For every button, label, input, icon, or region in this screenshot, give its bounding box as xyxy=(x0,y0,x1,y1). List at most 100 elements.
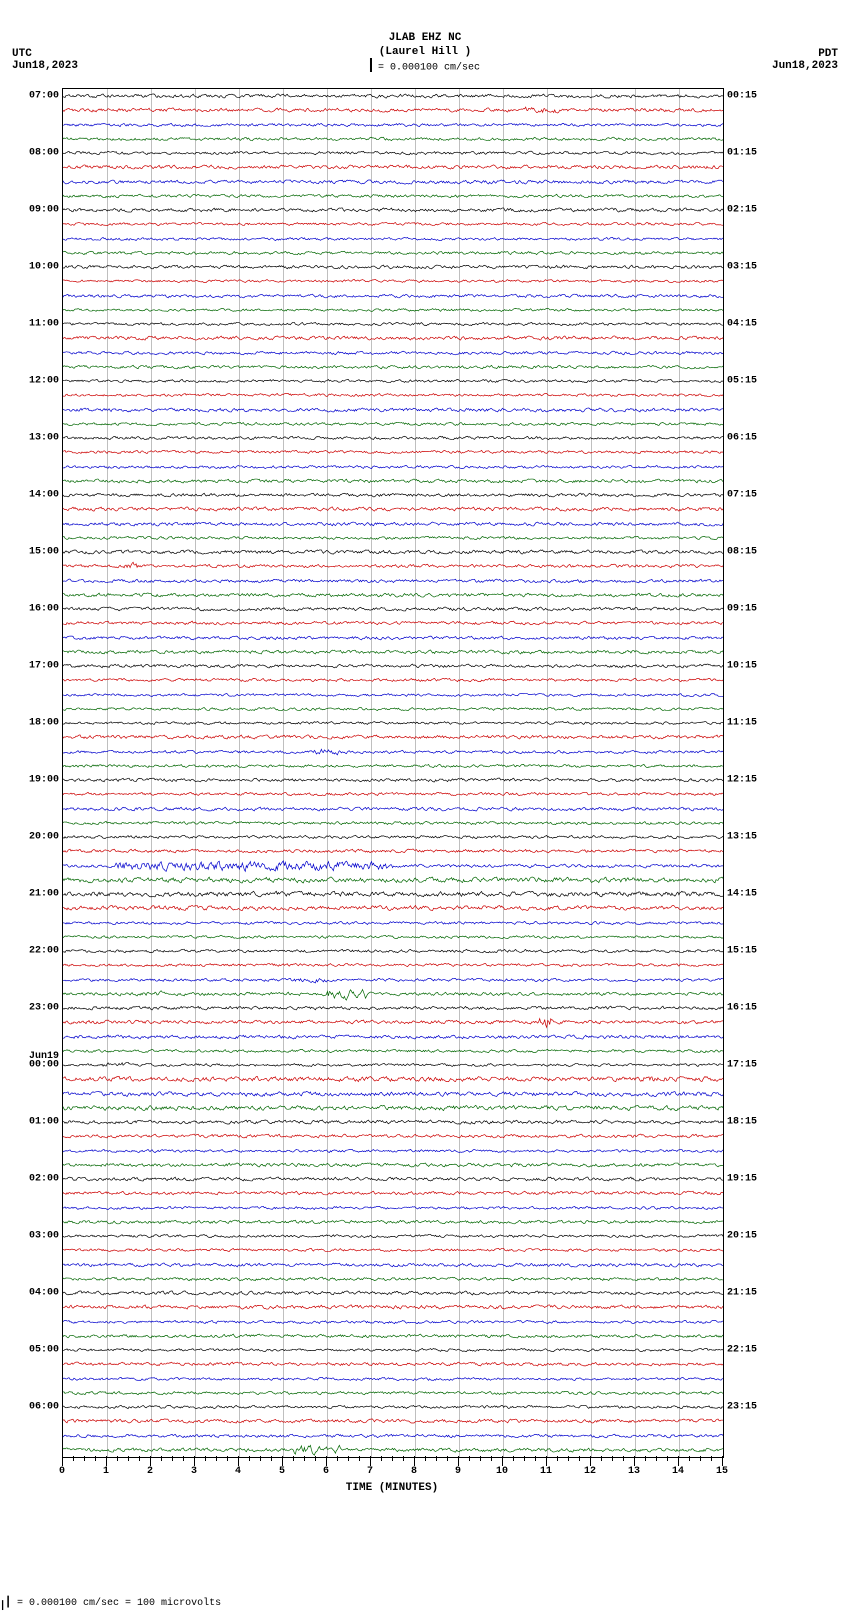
grid-line xyxy=(503,89,504,1457)
x-tick xyxy=(106,1456,107,1466)
left-time-label: 06:00 xyxy=(29,1402,59,1413)
right-time-label: 15:15 xyxy=(727,946,757,957)
x-tick-label: 2 xyxy=(147,1466,153,1477)
x-tick xyxy=(150,1456,151,1466)
right-time-label: 16:15 xyxy=(727,1003,757,1014)
x-tick-minor xyxy=(436,1456,437,1461)
seismic-trace xyxy=(63,1222,723,1223)
seismic-trace xyxy=(63,296,723,297)
grid-line xyxy=(415,89,416,1457)
left-time-label: 21:00 xyxy=(29,889,59,900)
left-time-label: 04:00 xyxy=(29,1288,59,1299)
right-time-label: 02:15 xyxy=(727,205,757,216)
seismic-trace xyxy=(63,1350,723,1351)
tz-right: PDT xyxy=(818,48,838,60)
x-tick-minor xyxy=(425,1456,426,1461)
x-tick-minor xyxy=(117,1456,118,1461)
x-tick-minor xyxy=(513,1456,514,1461)
x-tick xyxy=(62,1456,63,1466)
x-tick-minor xyxy=(392,1456,393,1461)
x-axis-title: TIME (MINUTES) xyxy=(346,1482,438,1494)
seismic-trace xyxy=(63,410,723,411)
x-tick-label: 10 xyxy=(496,1466,508,1477)
left-time-label: 22:00 xyxy=(29,946,59,957)
x-tick-minor xyxy=(304,1456,305,1461)
x-tick xyxy=(678,1456,679,1466)
x-tick xyxy=(326,1456,327,1466)
x-tick-minor xyxy=(271,1456,272,1461)
x-tick-label: 9 xyxy=(455,1466,461,1477)
footer-scale: ┃┃ = 0.000100 cm/sec = 100 microvolts xyxy=(0,1597,221,1611)
x-tick-minor xyxy=(601,1456,602,1461)
x-tick xyxy=(370,1456,371,1466)
right-time-label: 19:15 xyxy=(727,1174,757,1185)
seismic-trace xyxy=(63,552,723,553)
left-time-label: 07:00 xyxy=(29,91,59,102)
seismic-trace xyxy=(63,353,723,354)
right-time-label: 14:15 xyxy=(727,889,757,900)
seismic-trace xyxy=(63,481,723,482)
seismic-trace xyxy=(63,609,723,610)
seismic-trace xyxy=(63,438,723,439)
seismic-trace xyxy=(63,1193,723,1194)
seismic-trace xyxy=(63,1279,723,1280)
grid-line xyxy=(195,89,196,1457)
seismic-trace xyxy=(63,908,723,909)
seismic-trace xyxy=(63,182,723,183)
seismic-trace xyxy=(63,965,723,966)
seismic-trace xyxy=(63,1065,723,1066)
seismic-trace xyxy=(63,167,723,168)
right-time-label: 06:15 xyxy=(727,433,757,444)
seismic-trace xyxy=(63,1265,723,1266)
x-tick-label: 11 xyxy=(540,1466,552,1477)
grid-line xyxy=(371,89,372,1457)
seismic-trace xyxy=(63,666,723,667)
seismic-trace xyxy=(63,538,723,539)
right-time-label: 13:15 xyxy=(727,832,757,843)
seismic-trace xyxy=(63,994,723,995)
grid-line xyxy=(547,89,548,1457)
seismic-trace xyxy=(63,794,723,795)
x-tick-minor xyxy=(579,1456,580,1461)
grid-line xyxy=(635,89,636,1457)
x-tick-minor xyxy=(260,1456,261,1461)
seismic-trace xyxy=(63,196,723,197)
seismic-trace xyxy=(63,467,723,468)
x-tick-minor xyxy=(557,1456,558,1461)
seismic-trace xyxy=(63,980,723,981)
x-tick-minor xyxy=(348,1456,349,1461)
x-tick-minor xyxy=(216,1456,217,1461)
x-tick-minor xyxy=(612,1456,613,1461)
tz-right-date: Jun18,2023 xyxy=(772,60,838,72)
x-tick-minor xyxy=(161,1456,162,1461)
seismic-trace xyxy=(63,1322,723,1323)
x-tick xyxy=(238,1456,239,1466)
seismic-trace xyxy=(63,923,723,924)
scale-label: = 0.000100 cm/sec xyxy=(372,63,480,74)
seismic-trace xyxy=(63,695,723,696)
left-time-label: 05:00 xyxy=(29,1345,59,1356)
seismic-trace xyxy=(63,509,723,510)
seismic-trace xyxy=(63,1393,723,1394)
seismic-trace xyxy=(63,110,723,111)
left-time-label: 10:00 xyxy=(29,262,59,273)
seismic-trace xyxy=(63,937,723,938)
grid-line xyxy=(283,89,284,1457)
date-change-label: Jun19 xyxy=(29,1051,59,1062)
x-tick-label: 12 xyxy=(584,1466,596,1477)
seismic-trace xyxy=(63,752,723,753)
grid-line xyxy=(591,89,592,1457)
seismic-trace xyxy=(63,1136,723,1137)
right-time-label: 18:15 xyxy=(727,1117,757,1128)
x-tick xyxy=(590,1456,591,1466)
seismic-trace xyxy=(63,894,723,895)
left-time-label: 23:00 xyxy=(29,1003,59,1014)
x-tick xyxy=(722,1456,723,1466)
right-time-label: 21:15 xyxy=(727,1288,757,1299)
seismic-trace xyxy=(63,452,723,453)
x-tick-minor xyxy=(84,1456,85,1461)
seismic-trace xyxy=(63,139,723,140)
seismic-trace xyxy=(63,153,723,154)
seismic-trace xyxy=(63,1436,723,1437)
x-tick xyxy=(282,1456,283,1466)
